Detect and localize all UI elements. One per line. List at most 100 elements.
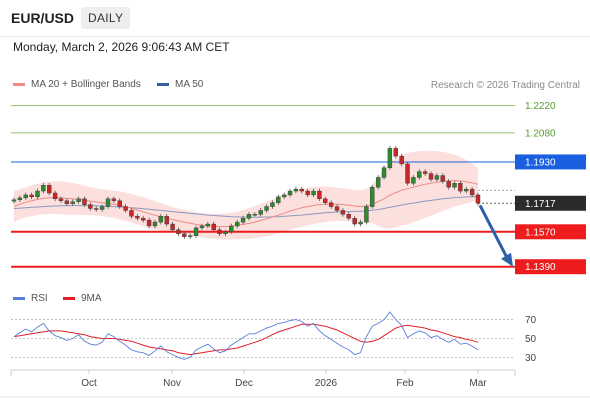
candle-body xyxy=(105,198,111,207)
candle-body xyxy=(158,216,164,223)
rsi-swatch-icon xyxy=(13,297,25,300)
candle-body xyxy=(170,223,175,231)
forecast-arrow-shaft xyxy=(478,204,509,259)
candle-body xyxy=(328,202,334,207)
x-tick-label: Nov xyxy=(163,378,181,389)
candle-body xyxy=(141,218,146,221)
rsi-tick-label: 50 xyxy=(525,334,537,345)
candle-body xyxy=(422,171,428,174)
candle-body xyxy=(111,198,117,201)
x-tick-label: Mar xyxy=(469,378,487,389)
candle-body xyxy=(23,194,28,199)
legend-label-ma20: MA 20 + Bollinger Bands xyxy=(31,79,141,90)
candle-body xyxy=(317,190,322,200)
candle-body xyxy=(323,198,328,203)
candle-body xyxy=(417,171,422,178)
candle-body xyxy=(240,218,246,223)
level-label-1: 1.2080 xyxy=(525,128,556,139)
candle-body xyxy=(82,198,87,205)
candle-body xyxy=(229,225,234,232)
instrument-name: EUR/USD xyxy=(11,10,75,26)
candle-body xyxy=(29,194,34,198)
candle-body xyxy=(452,183,457,188)
level-lines-layer xyxy=(11,105,515,268)
candle-body xyxy=(387,148,393,168)
candle-body xyxy=(76,198,81,202)
candle-body xyxy=(252,214,258,216)
candle-body xyxy=(41,185,46,192)
rsi-ma-line xyxy=(13,323,479,356)
legend-label-ma50: MA 50 xyxy=(175,79,204,90)
candle-body xyxy=(340,210,346,215)
candle-body xyxy=(58,198,64,201)
candle-body xyxy=(358,221,363,225)
candle-body xyxy=(287,190,293,196)
candle-body xyxy=(311,190,316,196)
level-label-bg-5 xyxy=(515,259,586,275)
legend-ma20-bollinger: MA 20 + Bollinger Bands xyxy=(13,79,141,90)
candle-body xyxy=(217,229,222,234)
legend-ma50: MA 50 xyxy=(157,79,203,90)
candle-body xyxy=(152,221,158,227)
candle-body xyxy=(88,204,93,209)
level-label-3: 1.1717 xyxy=(525,199,556,210)
ma50-swatch-icon xyxy=(157,83,169,86)
candle-body xyxy=(464,188,469,192)
research-credit: Research © 2026 Trading Central xyxy=(430,80,580,91)
candle-body xyxy=(381,167,387,178)
candle-body xyxy=(205,223,211,227)
candle-body xyxy=(399,155,404,165)
candle-body xyxy=(35,190,40,198)
candle-body xyxy=(99,206,105,210)
candle-body xyxy=(405,163,410,184)
ma20-line xyxy=(13,180,479,228)
candle-body xyxy=(281,194,287,198)
candle-body xyxy=(193,227,199,236)
candle-body xyxy=(223,231,228,234)
level-label-bg-4 xyxy=(515,224,586,240)
level-label-2: 1.1930 xyxy=(525,157,556,168)
candle-body xyxy=(246,214,252,219)
candle-body xyxy=(188,235,193,237)
legend-label-rsi-ma: 9MA xyxy=(81,293,102,304)
candles-layer xyxy=(11,146,515,239)
candle-body xyxy=(135,216,140,219)
candle-body xyxy=(11,199,17,202)
candle-body xyxy=(305,190,310,196)
legend-label-rsi: RSI xyxy=(31,293,48,304)
rsi-line xyxy=(13,311,479,360)
candle-body xyxy=(270,202,275,207)
rsi-panel: 70 50 30 xyxy=(11,311,537,364)
x-tick-label: Dec xyxy=(235,378,253,389)
level-label-bg-2 xyxy=(515,154,586,170)
candle-body xyxy=(123,206,128,211)
timeframe-tab[interactable]: DAILY xyxy=(81,7,131,29)
level-label-bg-3 xyxy=(515,195,586,211)
candle-body xyxy=(199,225,205,229)
candle-body xyxy=(52,192,58,200)
candle-body xyxy=(234,221,240,227)
header-divider xyxy=(0,36,590,37)
level-label-5: 1.1390 xyxy=(525,262,556,273)
bollinger-band-area xyxy=(14,150,478,240)
candle-body xyxy=(264,206,269,211)
candle-body xyxy=(346,214,351,219)
legend-rsi: RSI xyxy=(13,293,48,304)
x-tick-label: 2026 xyxy=(315,378,338,389)
candle-body xyxy=(469,188,475,196)
candle-body xyxy=(293,188,299,192)
candle-body xyxy=(94,208,99,210)
level-labels-layer: 1.2220 1.2080 1.1930 1.1717 1.1570 1.1390 xyxy=(515,101,586,275)
timestamp: Monday, March 2, 2026 9:06:43 AM CET xyxy=(13,40,230,54)
candle-body xyxy=(428,173,434,180)
rsi-tick-label: 70 xyxy=(525,315,537,326)
x-tick-label: Oct xyxy=(81,378,97,389)
candle-body xyxy=(146,219,152,227)
candle-body xyxy=(370,186,375,207)
candle-body xyxy=(176,229,181,234)
candle-body xyxy=(434,175,440,180)
forecast-arrow-head-icon xyxy=(501,252,513,267)
candle-body xyxy=(352,218,357,225)
candle-body xyxy=(334,206,340,211)
